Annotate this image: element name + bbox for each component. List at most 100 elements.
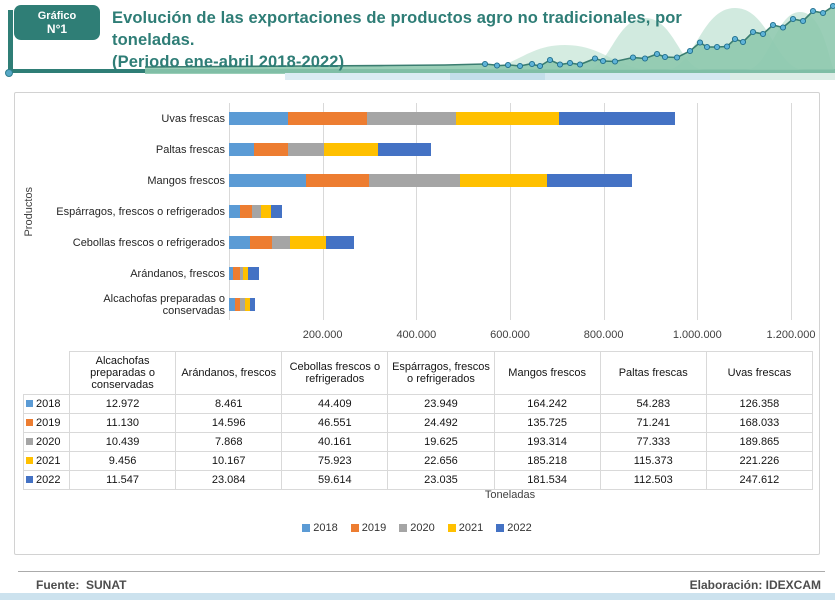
table-value-cell: 11.547 [68, 470, 177, 490]
category-label: Paltas frescas [155, 143, 225, 156]
table-value-cell: 12.972 [68, 394, 177, 414]
bar-segment-2020 [366, 112, 456, 125]
category-label: Arándanos, frescos [130, 267, 225, 280]
table-year-cell: 2019 [23, 413, 70, 433]
bar-segment-2018 [229, 112, 289, 125]
bar-segment-2022 [546, 174, 632, 187]
header-left-bar [8, 10, 13, 72]
bar-segment-2020 [271, 236, 291, 249]
gridline [791, 103, 792, 320]
bar-segment-2019 [305, 174, 370, 187]
bar-segment-2019 [254, 143, 288, 156]
table-row: 2022 11.547 23.084 59.614 23.035 181.534 112.5… [23, 470, 814, 490]
table-value-cell: 54.283 [599, 394, 707, 414]
header-shadow-strip [730, 73, 835, 80]
page-title: Evolución de las exportaciones de produc… [112, 7, 687, 73]
table-value-cell: 112.503 [599, 470, 707, 490]
table-value-cell: 40.161 [281, 432, 389, 452]
bar-segment-2022 [325, 236, 354, 249]
table-column-header: Alcachofas preparadas o conservadas [68, 351, 177, 395]
bar-segment-2019 [235, 298, 241, 311]
bar-segment-2022 [271, 205, 283, 218]
x-axis-ticks: 200.000 400.000 600.000 800.000 1.000.000 1.2… [229, 329, 816, 343]
bar-Arándanos, frescos [229, 267, 259, 280]
legend-label: 2018 [313, 522, 338, 534]
table-value-cell: 44.409 [281, 394, 389, 414]
bar-Uvas frescas [229, 112, 676, 125]
x-tick-label: 1.200.000 [766, 329, 816, 341]
table-corner-cell [24, 352, 70, 395]
table-value-cell: 168.033 [705, 413, 814, 433]
table-year-cell: 2022 [23, 470, 70, 490]
table-value-cell: 193.314 [493, 432, 601, 452]
header-shadow-strip [450, 73, 545, 80]
table-year-cell: 2018 [23, 394, 70, 414]
category-label: Espárragos, frescos o refrigerados [56, 205, 225, 218]
legend-swatch [447, 524, 456, 532]
bar-segment-2021 [260, 205, 272, 218]
table-value-cell: 75.923 [281, 451, 389, 471]
chart-legend: 2018 2019 2020 2021 2022 [15, 522, 819, 534]
category-label: Uvas frescas [161, 112, 225, 125]
table-row: 2021 9.456 10.167 75.923 22.656 185.218 115.37… [23, 451, 814, 471]
table-value-cell: 46.551 [281, 413, 389, 433]
badge-number: N°1 [46, 21, 68, 36]
table-value-cell: 164.242 [493, 394, 601, 414]
bar-Espárragos, frescos o refrigerados [229, 205, 283, 218]
legend-swatch [496, 524, 505, 532]
gridline [510, 103, 511, 320]
bar-segment-2018 [229, 143, 255, 156]
bar-segment-2020 [239, 267, 244, 280]
legend-item-2021: 2021 [447, 522, 484, 534]
legend-swatch [399, 524, 408, 532]
bar-segment-2022 [378, 143, 431, 156]
bar-segment-2020 [369, 174, 460, 187]
trend-decoration-chart [145, 2, 835, 74]
table-value-cell: 10.167 [175, 451, 283, 471]
bar-segment-2018 [229, 267, 233, 280]
table-value-cell: 221.226 [705, 451, 814, 471]
bar-Alcachofas preparadas o conservadas [229, 298, 255, 311]
table-value-cell: 181.534 [493, 470, 601, 490]
table-column-header: Mangos frescos [493, 351, 601, 395]
table-value-cell: 11.130 [68, 413, 177, 433]
bar-segment-2021 [323, 143, 379, 156]
table-value-cell: 189.865 [705, 432, 814, 452]
header-shadow-strip [285, 73, 450, 80]
bar-segment-2022 [249, 298, 255, 311]
series-color-swatch [26, 438, 33, 445]
title-line-2: (Periodo ene-abril 2018-2022) [112, 53, 345, 71]
bar-segment-2018 [229, 205, 241, 218]
table-value-cell: 135.725 [493, 413, 601, 433]
table-value-cell: 19.625 [387, 432, 495, 452]
legend-label: 2021 [458, 522, 484, 534]
table-column-header: Cebollas frescos o refrigerados [281, 351, 389, 395]
table-value-cell: 14.596 [175, 413, 283, 433]
bottom-accent-strip [0, 593, 835, 600]
category-labels: Uvas frescas Paltas frescas Mangos frescos… [39, 103, 225, 320]
table-value-cell: 185.218 [493, 451, 601, 471]
badge-label: Gráfico [37, 9, 77, 22]
x-axis-title: Toneladas [484, 489, 536, 501]
bar-segment-2020 [251, 205, 261, 218]
gridline [603, 103, 605, 320]
bar-segment-2019 [288, 112, 367, 125]
table-value-cell: 23.084 [175, 470, 283, 490]
table-value-cell: 9.456 [68, 451, 177, 471]
table-column-header: Paltas frescas [599, 351, 707, 395]
bar-Mangos frescos [229, 174, 632, 187]
y-axis-title-text: Productos [23, 186, 35, 237]
table-value-cell: 24.492 [387, 413, 495, 433]
table-value-cell: 247.612 [705, 470, 814, 490]
bar-segment-2021 [290, 236, 326, 249]
footer-divider [18, 571, 825, 572]
table-row: 2019 11.130 14.596 46.551 24.492 135.725 71.24… [23, 413, 814, 433]
table-year-cell: 2021 [23, 451, 70, 471]
gridline [697, 103, 699, 320]
legend-label: 2020 [410, 522, 435, 534]
table-value-cell: 23.035 [387, 470, 495, 490]
series-color-swatch [26, 400, 33, 407]
bar-segment-2018 [229, 174, 306, 187]
table-value-cell: 23.949 [387, 394, 495, 414]
series-color-swatch [26, 419, 33, 426]
